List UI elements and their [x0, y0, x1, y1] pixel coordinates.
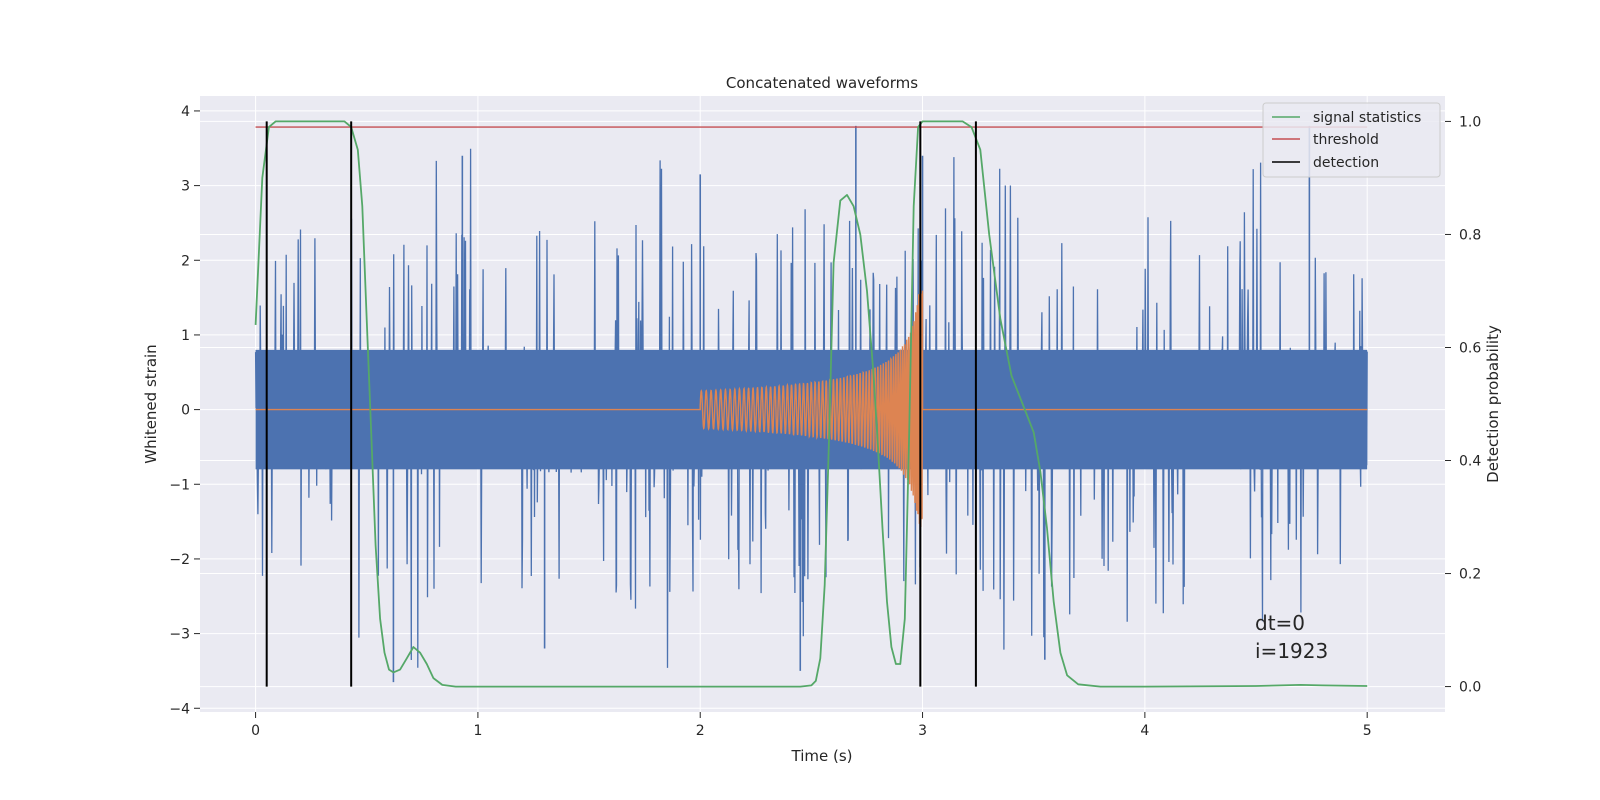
- y-tick-label: 1: [181, 328, 190, 344]
- annotation-dt: dt=0: [1255, 611, 1305, 635]
- series-waveform: [255, 290, 1368, 528]
- legend-label-threshold: threshold: [1313, 132, 1379, 148]
- chart-title: Concatenated waveforms: [726, 74, 918, 92]
- y-tick-label: 4: [181, 104, 190, 120]
- x-tick-label: 5: [1363, 723, 1372, 739]
- y-tick-label: 2: [181, 253, 190, 269]
- legend-box: [1262, 102, 1441, 178]
- series-signal: [254, 120, 1368, 688]
- x-axis-label: Time (s): [791, 747, 853, 765]
- y2-tick-label: 0.4: [1459, 454, 1481, 470]
- y-axis-label: Whitened strain: [142, 344, 160, 463]
- ticks-x: 0 1 2 3 4 5: [251, 712, 1372, 739]
- ticks-y2: 0.0 0.2 0.4 0.6 0.8 1.0: [1445, 114, 1481, 696]
- y2-tick-label: 0.8: [1459, 227, 1481, 243]
- legend-label-signal-statistics: signal statistics: [1313, 110, 1421, 126]
- x-tick-label: 1: [473, 723, 482, 739]
- signal-statistics-line: [254, 120, 1368, 688]
- x-tick-label: 3: [918, 723, 927, 739]
- y2-tick-label: 0.2: [1459, 567, 1481, 583]
- legend: signal statistics threshold detection: [1262, 102, 1441, 178]
- y2-axis-label: Detection probability: [1484, 325, 1502, 483]
- x-tick-label: 4: [1140, 723, 1149, 739]
- waveform-line: [255, 290, 1368, 528]
- y2-tick-label: 0.0: [1459, 680, 1481, 696]
- y2-tick-label: 1.0: [1459, 114, 1481, 130]
- legend-label-detection: detection: [1313, 155, 1379, 171]
- y-tick-label: 3: [181, 179, 190, 195]
- x-tick-label: 0: [251, 723, 260, 739]
- y-tick-label: −2: [169, 552, 190, 568]
- y-tick-label: −3: [169, 627, 190, 643]
- ticks-y: −4 −3 −2 −1 0 1 2 3 4: [169, 104, 200, 717]
- y-tick-label: 0: [181, 403, 190, 419]
- y-tick-label: −4: [169, 701, 190, 717]
- series-detection: [265, 121, 977, 687]
- annotation-i: i=1923: [1255, 639, 1328, 663]
- x-tick-label: 2: [696, 723, 705, 739]
- y2-tick-label: 0.6: [1459, 340, 1481, 356]
- y-tick-label: −1: [169, 477, 190, 493]
